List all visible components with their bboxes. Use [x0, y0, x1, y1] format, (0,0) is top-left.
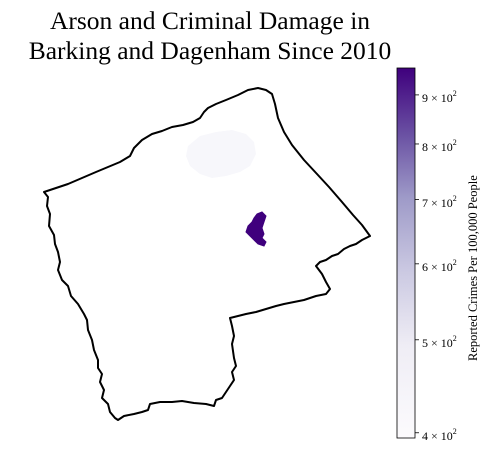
- colorbar-tick-label: 4 × 102: [422, 426, 457, 443]
- colorbar-tick-label: 6 × 102: [422, 257, 457, 274]
- high-crime-area: [245, 211, 267, 247]
- title-line-1: Arson and Criminal Damage in: [49, 6, 371, 35]
- colorbar-tick-label: 7 × 102: [422, 193, 457, 210]
- faint-area-region: [186, 130, 256, 178]
- colorbar-label: Reported Crimes Per 100,000 People: [466, 175, 480, 361]
- colorbar: [396, 67, 416, 439]
- colorbar-ticks: [415, 94, 419, 434]
- colorbar-tick-label: 8 × 102: [422, 137, 457, 154]
- chart-title: Arson and Criminal Damage in Barking and…: [0, 6, 420, 66]
- colorbar-tick-label: 5 × 102: [422, 333, 457, 350]
- colorbar-tick-label: 9 × 102: [422, 88, 457, 105]
- title-line-2: Barking and Dagenham Since 2010: [28, 36, 392, 65]
- borough-outline: [43, 87, 371, 421]
